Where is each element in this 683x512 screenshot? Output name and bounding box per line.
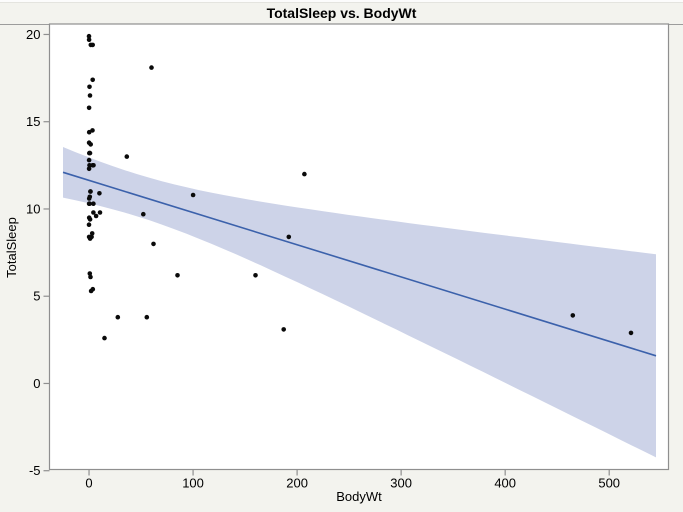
x-tick-label: 200: [286, 476, 308, 491]
data-point[interactable]: [90, 42, 95, 48]
data-point[interactable]: [93, 213, 99, 219]
data-point[interactable]: [87, 150, 93, 156]
y-axis-label: TotalSleep: [4, 217, 19, 278]
data-point[interactable]: [86, 166, 92, 172]
data-point[interactable]: [90, 286, 96, 292]
data-point[interactable]: [102, 335, 107, 341]
data-point[interactable]: [97, 210, 103, 215]
data-point[interactable]: [124, 154, 130, 159]
data-point[interactable]: [86, 105, 92, 111]
x-tick-label: 0: [85, 476, 92, 491]
data-point[interactable]: [144, 314, 150, 320]
data-point[interactable]: [115, 314, 121, 320]
data-point[interactable]: [88, 142, 93, 147]
data-point[interactable]: [87, 217, 93, 222]
y-tick-label: 0: [33, 376, 40, 391]
data-point[interactable]: [86, 33, 92, 39]
data-point[interactable]: [286, 234, 292, 240]
data-point[interactable]: [190, 192, 196, 198]
data-point[interactable]: [90, 77, 95, 83]
y-tick-label: 20: [26, 27, 40, 42]
data-point[interactable]: [91, 201, 96, 206]
data-point[interactable]: [281, 327, 287, 332]
data-point[interactable]: [149, 65, 154, 70]
data-point[interactable]: [89, 234, 94, 240]
x-tick-label: 400: [494, 476, 516, 491]
x-axis-label: BodyWt: [336, 489, 382, 504]
data-point[interactable]: [302, 171, 307, 177]
plot-frame: [48, 23, 670, 471]
chart-title: TotalSleep vs. BodyWt: [266, 5, 417, 21]
data-point[interactable]: [87, 84, 92, 90]
data-point[interactable]: [87, 194, 93, 200]
confidence-band: [63, 147, 656, 458]
data-point[interactable]: [86, 222, 92, 227]
data-point[interactable]: [628, 330, 634, 336]
data-point[interactable]: [89, 231, 95, 236]
data-point[interactable]: [88, 274, 93, 280]
regression-line: [62, 171, 657, 357]
x-tick-label: 500: [598, 476, 620, 491]
data-point[interactable]: [570, 313, 576, 318]
data-point[interactable]: [175, 273, 180, 278]
data-point[interactable]: [87, 201, 92, 206]
data-point[interactable]: [90, 128, 95, 133]
y-tick-label: 10: [26, 201, 40, 216]
y-tick-label: 5: [33, 289, 40, 304]
y-tick-label: -5: [29, 463, 41, 478]
data-point[interactable]: [141, 211, 146, 217]
y-tick-label: 15: [26, 114, 40, 129]
x-tick-label: 100: [182, 476, 204, 491]
data-point[interactable]: [86, 37, 92, 42]
data-point[interactable]: [151, 241, 156, 247]
data-point[interactable]: [91, 210, 96, 215]
x-tick-label: 300: [390, 476, 412, 491]
data-point[interactable]: [97, 191, 102, 196]
data-point[interactable]: [91, 163, 96, 168]
data-point[interactable]: [88, 189, 93, 194]
data-point[interactable]: [87, 271, 93, 276]
window-top-strip: [0, 0, 683, 3]
data-point[interactable]: [87, 93, 93, 98]
data-point[interactable]: [86, 157, 92, 163]
data-point[interactable]: [253, 273, 258, 278]
